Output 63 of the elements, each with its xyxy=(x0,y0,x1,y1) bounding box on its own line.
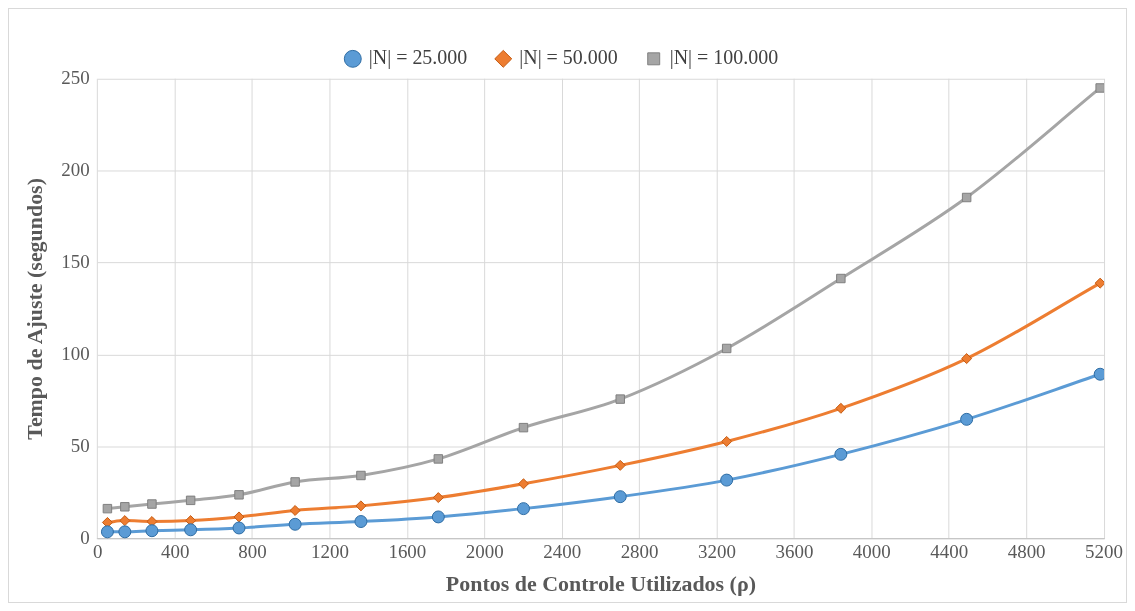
point xyxy=(120,502,130,512)
point xyxy=(961,192,972,203)
point xyxy=(516,502,530,516)
x-tick-label: 800 xyxy=(238,541,267,563)
legend-label: |N| = 25.000 xyxy=(368,46,468,70)
point xyxy=(234,490,244,500)
point xyxy=(431,510,445,524)
point xyxy=(721,343,732,354)
point xyxy=(355,500,367,512)
point xyxy=(836,273,846,284)
point xyxy=(100,525,114,539)
point xyxy=(232,521,246,535)
y-tick-label: 100 xyxy=(61,342,90,364)
point xyxy=(615,394,625,404)
point xyxy=(288,517,302,531)
point xyxy=(356,470,366,481)
point xyxy=(145,524,159,538)
legend-label: |N| = 50.000 xyxy=(519,46,618,70)
point xyxy=(185,495,196,506)
point xyxy=(290,477,300,487)
point xyxy=(289,504,301,516)
x-tick-label: 2800 xyxy=(620,541,659,563)
point xyxy=(720,473,734,487)
point xyxy=(1093,367,1105,381)
point xyxy=(147,499,157,509)
point xyxy=(961,353,973,365)
point xyxy=(834,447,848,461)
legend-label: |N| = 100.000 xyxy=(669,46,779,70)
point xyxy=(614,459,626,471)
point xyxy=(432,492,444,504)
y-axis-title: Tempo de Ajuste (segundos) xyxy=(21,178,47,440)
x-tick-label: 3200 xyxy=(698,541,736,563)
point xyxy=(518,422,529,433)
y-tick-label: 0 xyxy=(80,526,90,548)
point xyxy=(1095,83,1105,93)
point xyxy=(517,478,529,490)
x-tick-label: 1200 xyxy=(311,541,349,563)
point xyxy=(835,402,847,414)
x-tick-label: 2000 xyxy=(465,541,504,563)
point xyxy=(102,503,113,514)
point xyxy=(184,523,198,537)
y-tick-label: 50 xyxy=(70,434,90,456)
point xyxy=(960,412,974,426)
point xyxy=(721,435,733,447)
x-tick-label: 400 xyxy=(160,541,190,563)
x-tick-label: 4000 xyxy=(852,541,891,563)
point xyxy=(118,525,132,539)
point xyxy=(433,454,444,464)
x-tick-label: 4800 xyxy=(1007,541,1046,563)
x-axis-title: Pontos de Controle Utilizados (ρ) xyxy=(445,570,756,596)
point xyxy=(119,515,131,527)
x-tick-label: 3600 xyxy=(775,541,814,563)
point xyxy=(354,515,368,528)
point xyxy=(233,511,245,523)
x-tick-label: 1600 xyxy=(388,541,427,563)
y-tick-label: 150 xyxy=(61,250,90,272)
y-tick-label: 200 xyxy=(61,158,90,180)
point xyxy=(1094,277,1105,289)
x-tick-label: 4400 xyxy=(930,541,969,563)
x-tick-label: 5200 xyxy=(1085,541,1123,563)
point xyxy=(613,490,627,504)
x-tick-label: 2400 xyxy=(543,541,582,563)
y-tick-label: 250 xyxy=(61,66,90,88)
